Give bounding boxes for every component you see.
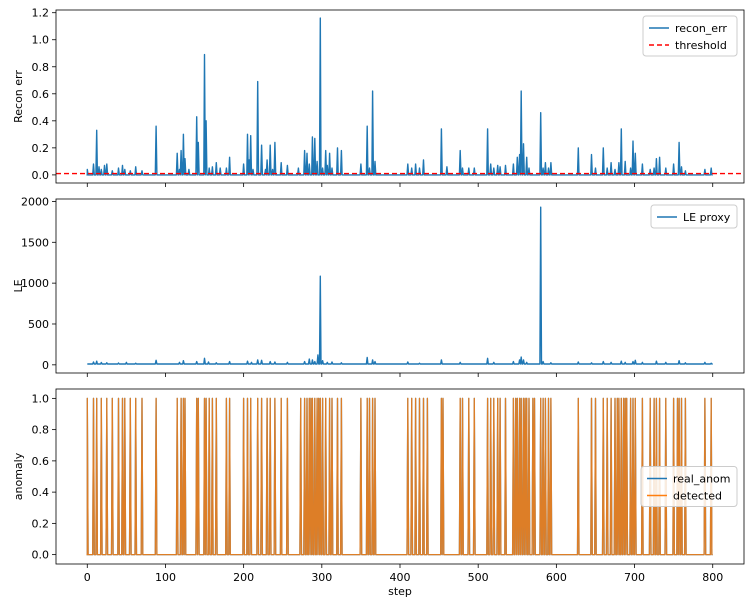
axes-frame	[55, 198, 745, 374]
plot-area	[56, 17, 744, 176]
y-tick-label: 0.0	[32, 169, 50, 182]
y-tick-label: 1.0	[32, 392, 50, 405]
chart-panel-2: 0 500 1000 1500 2000 LE LE proxy	[12, 195, 745, 377]
y-tick-label: 2000	[21, 195, 49, 208]
x-tick-label: 700	[624, 571, 645, 584]
axes-frame	[55, 388, 745, 565]
y-tick-label: 1.2	[32, 7, 50, 20]
x-tick-label: 100	[155, 571, 176, 584]
legend-label: detected	[673, 490, 722, 503]
x-tick-label: 600	[546, 571, 567, 584]
x-tick-label: 300	[311, 571, 332, 584]
y-tick-label: 0.0	[32, 549, 50, 562]
y-tick-label: 500	[28, 318, 49, 331]
y-axis-label: anomaly	[12, 452, 25, 500]
legend-box	[650, 204, 738, 229]
y-tick-label: 0.6	[32, 455, 50, 468]
y-axis-label: LE	[12, 279, 25, 292]
legend: recon_err threshold	[642, 15, 738, 57]
plot-area	[86, 397, 713, 556]
y-tick-label: 1000	[21, 277, 49, 290]
legend-label: recon_err	[675, 22, 727, 35]
chart-panel-3: 0.0 0.2 0.4 0.6 0.8 1.0 0 100 200 300 400 500 600 700…	[12, 388, 745, 598]
x-tick-label: 800	[702, 571, 723, 584]
x-tick-label: 500	[468, 571, 489, 584]
legend-label: threshold	[675, 39, 727, 52]
chart-panel-1: 0.0 0.2 0.4 0.6 0.8 1.0 1.2 Recon err recon_errt…	[12, 7, 745, 187]
legend-box	[642, 15, 738, 57]
y-tick-label: 0.2	[32, 142, 50, 155]
y-tick-label: 0.4	[32, 115, 50, 128]
y-tick-label: 0.8	[32, 61, 50, 74]
y-tick-label: 0	[42, 359, 49, 372]
x-tick-label: 400	[390, 571, 411, 584]
legend-box	[640, 466, 738, 507]
legend-label: real_anom	[673, 473, 731, 486]
x-tick-label: 200	[233, 571, 254, 584]
x-tick-label: 0	[84, 571, 91, 584]
axes-frame	[55, 9, 745, 184]
y-tick-label: 0.8	[32, 424, 50, 437]
x-axis-label: step	[388, 585, 412, 598]
legend: real_anom detected	[640, 466, 738, 507]
y-tick-label: 0.2	[32, 517, 50, 530]
plot-area	[87, 206, 713, 365]
y-tick-label: 0.4	[32, 486, 50, 499]
y-tick-label: 1.0	[32, 34, 50, 47]
series-line-le-proxy	[87, 206, 713, 365]
y-tick-label: 1500	[21, 236, 49, 249]
series-line-detected	[86, 397, 713, 556]
legend: LE proxy	[650, 204, 738, 229]
y-axis-label: Recon err	[12, 70, 25, 123]
y-tick-label: 0.6	[32, 88, 50, 101]
series-line-recon-err	[86, 17, 713, 176]
legend-label: LE proxy	[683, 211, 731, 224]
